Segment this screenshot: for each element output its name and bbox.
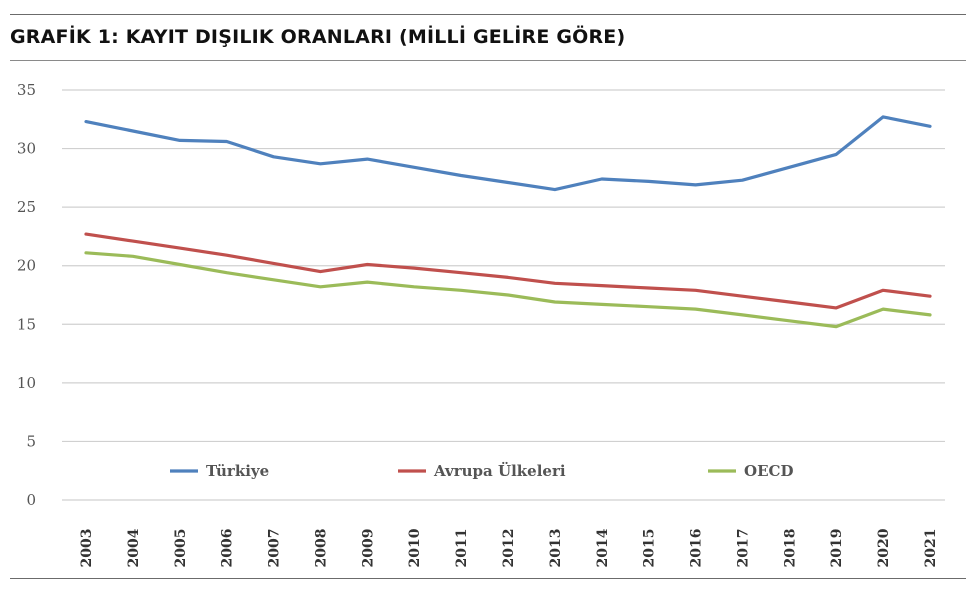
x-tick-label: 2013 bbox=[548, 529, 564, 568]
series-lines bbox=[84, 115, 932, 329]
legend-label-0: Türkiye bbox=[206, 462, 269, 480]
x-tick-label: 2016 bbox=[689, 529, 705, 568]
x-tick-label: 2004 bbox=[126, 528, 142, 567]
title-rule bbox=[10, 60, 966, 61]
legend: Türkiye Avrupa Ülkeleri OECD bbox=[170, 461, 793, 480]
y-axis-ticks: 0 5 10 15 20 25 30 35 bbox=[17, 81, 36, 509]
top-rule bbox=[10, 14, 966, 15]
y-tick-label: 30 bbox=[17, 140, 36, 158]
x-tick-label: 2014 bbox=[595, 528, 611, 567]
legend-label-2: OECD bbox=[744, 462, 793, 480]
x-tick-label: 2010 bbox=[407, 528, 423, 567]
bottom-rule bbox=[10, 578, 966, 579]
x-tick-label: 2012 bbox=[501, 529, 517, 568]
y-tick-label: 5 bbox=[26, 432, 36, 450]
chart-title: GRAFİK 1: KAYIT DIŞILIK ORANLARI (MİLLİ … bbox=[10, 26, 626, 48]
y-tick-label: 15 bbox=[17, 315, 36, 333]
y-tick-label: 0 bbox=[26, 491, 36, 509]
grid-lines bbox=[62, 89, 945, 501]
y-tick-label: 25 bbox=[17, 198, 36, 216]
x-axis-ticks: 2003 2004 2005 2006 2007 2008 2009 2010 2011 2012… bbox=[79, 528, 939, 567]
x-tick-label: 2015 bbox=[642, 529, 658, 568]
x-tick-label: 2019 bbox=[829, 529, 845, 568]
x-tick-label: 2003 bbox=[79, 529, 95, 568]
x-tick-label: 2007 bbox=[267, 529, 283, 568]
x-tick-label: 2021 bbox=[923, 529, 939, 568]
x-tick-label: 2011 bbox=[454, 529, 470, 568]
x-tick-label: 2008 bbox=[313, 529, 329, 568]
y-tick-label: 20 bbox=[17, 257, 36, 275]
series-line-2 bbox=[84, 251, 932, 329]
y-tick-label: 35 bbox=[17, 81, 36, 99]
x-tick-label: 2018 bbox=[782, 529, 798, 568]
legend-label-1: Avrupa Ülkeleri bbox=[433, 461, 566, 480]
x-tick-label: 2020 bbox=[876, 528, 892, 567]
series-line-1 bbox=[84, 232, 932, 310]
series-line-0 bbox=[84, 115, 932, 192]
y-tick-label: 10 bbox=[17, 374, 36, 392]
x-tick-label: 2006 bbox=[220, 529, 236, 568]
x-tick-label: 2017 bbox=[735, 529, 751, 568]
x-tick-label: 2009 bbox=[360, 529, 376, 568]
x-tick-label: 2005 bbox=[173, 529, 189, 568]
